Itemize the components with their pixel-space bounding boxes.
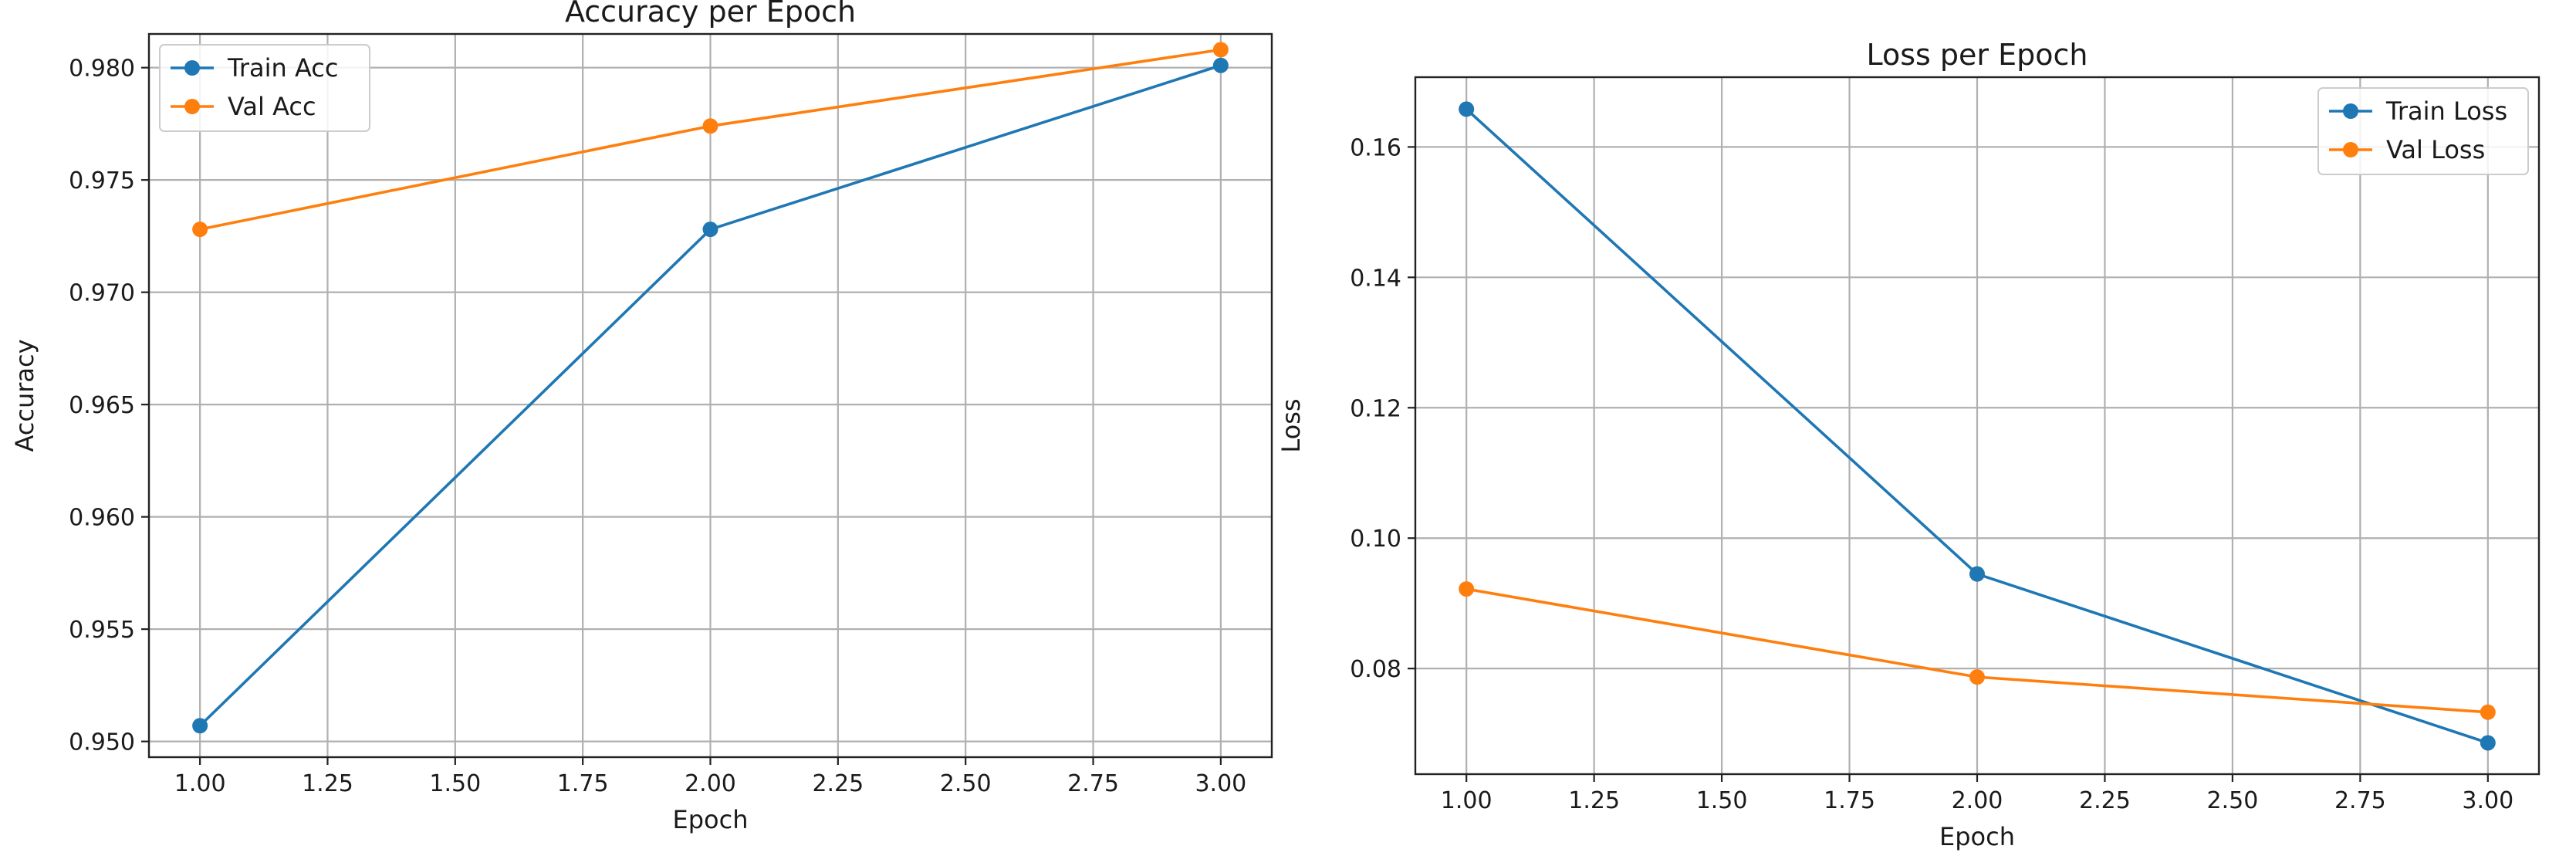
loss-data-point [1459, 101, 1475, 117]
loss-legend-label: Val Loss [2386, 135, 2485, 164]
accuracy-ticks: 1.00 1.25 1.50 1.75 2.00 2.25 2.50 2.75 3.00 0.95… [69, 56, 1246, 797]
accuracy-legend: Train Acc Val Acc [159, 44, 370, 132]
loss-data-point [1969, 669, 1985, 685]
loss-x-tick-label: 1.25 [1568, 787, 1620, 814]
loss-y-tick-label: 0.08 [1350, 656, 1401, 683]
accuracy-legend-label: Val Acc [228, 92, 316, 121]
accuracy-data-point [702, 222, 718, 238]
loss-x-axis-label: Epoch [1939, 822, 2015, 851]
accuracy-data-point [702, 118, 718, 134]
accuracy-x-tick-label: 2.00 [685, 770, 736, 797]
loss-x-tick-label: 3.00 [2462, 787, 2513, 814]
accuracy-y-tick-label: 0.965 [69, 392, 135, 419]
accuracy-x-tick-label: 2.75 [1067, 770, 1119, 797]
accuracy-data-point [192, 718, 208, 734]
accuracy-x-tick-label: 1.00 [174, 770, 226, 797]
accuracy-legend-box [159, 44, 370, 132]
loss-x-tick-label: 2.00 [1952, 787, 2003, 814]
loss-data-point [2480, 735, 2496, 751]
accuracy-x-tick-label: 2.50 [940, 770, 992, 797]
accuracy-x-tick-label: 1.25 [302, 770, 353, 797]
accuracy-y-tick-label: 0.960 [69, 505, 135, 532]
accuracy-y-tick-label: 0.970 [69, 280, 135, 307]
loss-y-tick-label: 0.16 [1350, 134, 1401, 161]
loss-data-point [2480, 704, 2496, 720]
loss-grid [1415, 77, 2539, 774]
loss-legend: Train Loss Val Loss [2317, 87, 2529, 175]
loss-data-point [1459, 581, 1475, 597]
loss-chart: 1.00 1.25 1.50 1.75 2.00 2.25 2.50 2.75 3.00 0.08… [1276, 38, 2541, 851]
accuracy-data-point [1212, 57, 1229, 73]
accuracy-y-axis-label: Accuracy [10, 339, 39, 452]
loss-chart-title: Loss per Epoch [1867, 38, 2088, 72]
loss-legend-box [2317, 87, 2529, 175]
accuracy-plot-frame [147, 32, 1273, 759]
loss-legend-label: Train Loss [2385, 96, 2507, 126]
accuracy-x-axis-label: Epoch [673, 805, 749, 834]
loss-x-tick-label: 2.75 [2334, 787, 2386, 814]
loss-ticks: 1.00 1.25 1.50 1.75 2.00 2.25 2.50 2.75 3.00 0.08… [1350, 134, 2513, 814]
accuracy-x-tick-label: 1.50 [429, 770, 481, 797]
loss-legend-marker [2343, 103, 2358, 119]
accuracy-legend-label: Train Acc [227, 53, 338, 83]
loss-x-tick-label: 1.75 [1824, 787, 1875, 814]
loss-series-lines [1459, 101, 2496, 751]
accuracy-x-tick-label: 3.00 [1195, 770, 1246, 797]
loss-y-axis-label: Loss [1276, 398, 1306, 452]
loss-x-tick-label: 1.50 [1696, 787, 1748, 814]
accuracy-x-tick-label: 1.75 [557, 770, 609, 797]
accuracy-x-tick-label: 2.25 [812, 770, 864, 797]
accuracy-chart-title: Accuracy per Epoch [565, 0, 856, 29]
loss-data-point [1969, 566, 1985, 582]
loss-y-tick-label: 0.10 [1350, 526, 1401, 553]
loss-x-tick-label: 2.25 [2079, 787, 2131, 814]
accuracy-data-point [1212, 42, 1229, 58]
accuracy-data-point [192, 222, 208, 238]
loss-x-tick-label: 1.00 [1441, 787, 1493, 814]
accuracy-y-tick-label: 0.975 [69, 167, 135, 195]
loss-x-tick-label: 2.50 [2207, 787, 2259, 814]
accuracy-chart: 1.00 1.25 1.50 1.75 2.00 2.25 2.50 2.75 3.00 0.95… [10, 0, 1273, 834]
loss-plot-frame [1414, 76, 2541, 776]
loss-legend-marker [2343, 142, 2358, 157]
loss-y-tick-label: 0.12 [1350, 395, 1401, 422]
accuracy-y-tick-label: 0.980 [69, 56, 135, 83]
loss-y-tick-label: 0.14 [1350, 265, 1401, 292]
accuracy-series-lines [192, 42, 1229, 734]
accuracy-grid [149, 34, 1272, 757]
accuracy-y-tick-label: 0.955 [69, 617, 135, 644]
accuracy-legend-marker [184, 60, 200, 76]
accuracy-y-tick-label: 0.950 [69, 729, 135, 756]
accuracy-legend-marker [184, 99, 200, 114]
